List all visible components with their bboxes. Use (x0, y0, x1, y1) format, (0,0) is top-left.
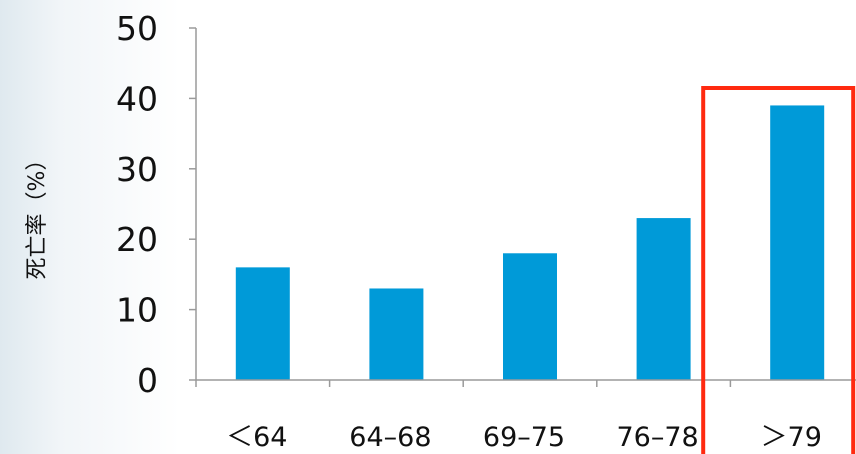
y-tick-label: 30 (116, 150, 158, 189)
x-axis-ticks: ＜64 64–68 69–75 76–78 ＞79 (195, 380, 822, 453)
y-tick-label: 0 (137, 361, 158, 400)
y-tick-label: 40 (116, 79, 158, 118)
x-tick-label: 69–75 (483, 422, 565, 453)
bar (770, 105, 825, 380)
y-axis-label: 死亡率（%） (25, 149, 50, 280)
bar (636, 218, 691, 380)
x-tick-label: 76–78 (616, 422, 698, 453)
bar (235, 267, 290, 380)
y-tick-label: 10 (116, 291, 158, 330)
bar (369, 288, 424, 380)
x-tick-label: ＞79 (761, 422, 822, 453)
y-tick-label: 20 (116, 220, 158, 259)
y-axis-ticks: 0 10 20 30 40 50 (116, 9, 196, 400)
highlight-box (701, 86, 856, 454)
y-tick-label: 50 (116, 9, 158, 48)
bars (235, 105, 825, 380)
bar (503, 253, 557, 380)
x-tick-label: ＜64 (226, 422, 287, 453)
x-tick-label: 64–68 (349, 422, 431, 453)
